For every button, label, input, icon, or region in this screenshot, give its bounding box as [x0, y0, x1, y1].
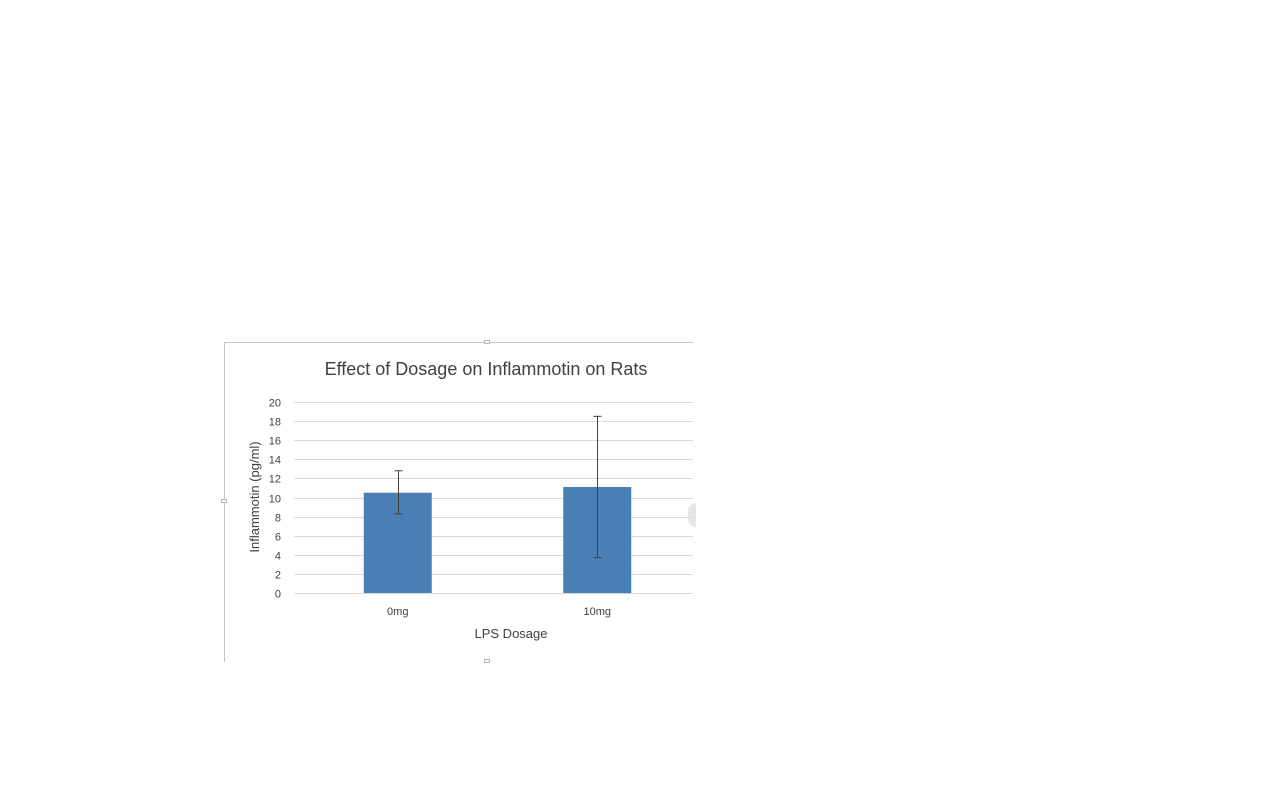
error-bars [394, 415, 602, 559]
y-tick-label: 0 [275, 589, 281, 601]
y-tick-label: 4 [275, 551, 281, 563]
gridlines [294, 402, 693, 594]
chart-title: Effect of Dosage on Inflammotin on Rats [325, 359, 648, 379]
resize-handle-top[interactable] [484, 340, 490, 344]
y-tick-label: 6 [275, 532, 281, 544]
y-tick-label: 12 [269, 474, 281, 486]
x-tick-labels: 0mg 10mg [387, 606, 611, 618]
y-axis-title: Inflammotin (pg/ml) [247, 441, 262, 552]
y-tick-labels: 0 2 4 6 8 10 12 14 16 18 20 [269, 398, 281, 601]
x-tick-label: 10mg [583, 606, 611, 618]
x-axis-title: LPS Dosage [475, 626, 548, 641]
y-tick-label: 2 [275, 570, 281, 582]
side-panel-tab[interactable] [688, 503, 696, 527]
y-tick-label: 10 [269, 494, 281, 506]
y-tick-label: 14 [269, 455, 281, 467]
resize-handle-bottom[interactable] [484, 659, 490, 663]
y-tick-label: 18 [269, 417, 281, 429]
resize-handle-left[interactable] [221, 499, 227, 503]
y-tick-label: 8 [275, 513, 281, 525]
y-tick-label: 20 [269, 398, 281, 410]
x-tick-label: 0mg [387, 606, 408, 618]
chart-object[interactable] [221, 340, 693, 663]
bars [363, 486, 632, 593]
y-tick-label: 16 [269, 436, 281, 448]
bar [363, 492, 432, 593]
